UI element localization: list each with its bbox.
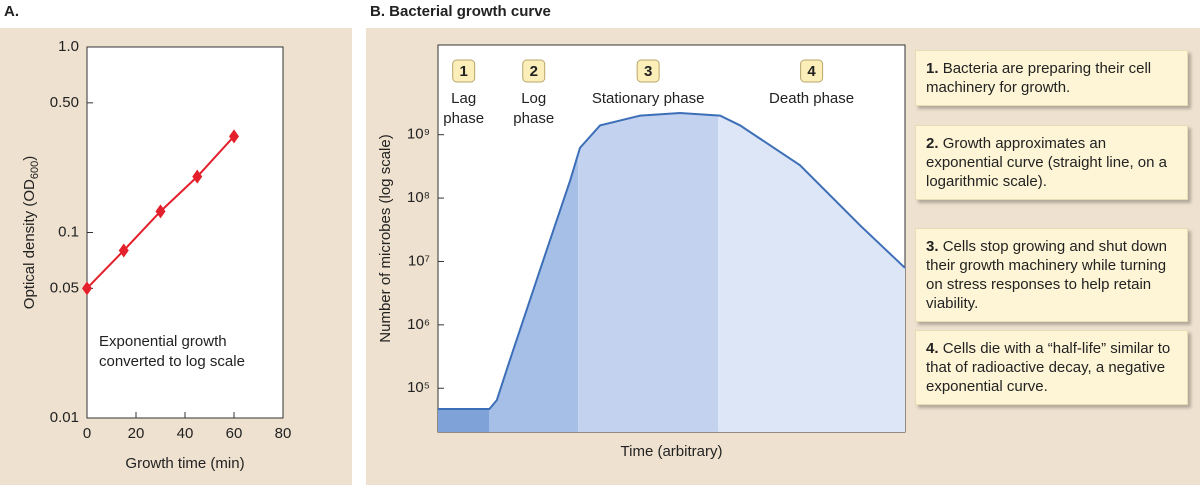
y-tick-label: 10⁸ [407, 189, 430, 206]
note-number: 4. [926, 340, 939, 357]
chart-title: B. Bacterial growth curve [370, 3, 551, 20]
note-text: Cells die with a “half-life” similar to … [926, 340, 1171, 395]
x-tick-label: 40 [177, 425, 194, 442]
phase-number: 3 [644, 63, 652, 80]
y-tick-label: 1.0 [58, 38, 79, 55]
x-tick-label: 80 [275, 425, 292, 442]
phase-label: Log [521, 90, 546, 107]
x-tick-label: 0 [83, 425, 91, 442]
phase-label: phase [513, 110, 554, 127]
x-tick-label: 20 [128, 425, 145, 442]
phase-number: 1 [460, 63, 468, 80]
annotation: Exponential growth [99, 333, 227, 350]
note-number: 1. [926, 60, 939, 77]
data-point [118, 243, 129, 258]
annotation: converted to log scale [99, 353, 245, 370]
phase-label: phase [443, 110, 484, 127]
phase-label: Death phase [769, 90, 854, 107]
phase-label: Lag [451, 90, 476, 107]
phase-label: Stationary phase [592, 90, 705, 107]
note-box: 3. Cells stop growing and shut down thei… [915, 228, 1188, 322]
note-number: 3. [926, 238, 939, 255]
y-tick-label: 0.50 [50, 94, 79, 111]
phase-area [578, 112, 719, 432]
x-axis-label: Time (arbitrary) [621, 443, 723, 460]
note-box: 1. Bacteria are preparing their cell mac… [915, 50, 1188, 106]
phase-badge [452, 59, 476, 83]
phase-area [718, 115, 905, 432]
data-point [82, 281, 92, 296]
y-axis-label-part: 600 [29, 161, 41, 179]
y-tick-label: 0.05 [50, 279, 79, 296]
x-axis-label: Growth time (min) [125, 455, 244, 472]
note-box: 4. Cells die with a “half-life” similar … [915, 330, 1188, 405]
data-point [192, 169, 203, 184]
note-text: Cells stop growing and shut down their g… [926, 238, 1167, 312]
y-tick-label: 10⁵ [407, 379, 430, 396]
y-tick-label: 10⁷ [408, 252, 430, 269]
plot-a [86, 46, 284, 419]
y-axis-label: Optical density (OD600) [21, 156, 41, 309]
phase-badge [636, 59, 660, 83]
phase-badge [522, 59, 546, 83]
y-tick-label: 0.1 [58, 223, 79, 240]
note-number: 2. [926, 135, 939, 152]
y-tick-label: 10⁶ [407, 316, 430, 333]
phase-badge [800, 59, 824, 83]
y-axis-label: Number of microbes (log scale) [377, 134, 394, 342]
y-tick-label: 10⁹ [407, 126, 430, 143]
y-axis-label-part: ) [21, 156, 38, 161]
y-tick-label: 0.01 [50, 409, 79, 426]
phase-number: 4 [807, 63, 816, 80]
chart-title: A. [4, 3, 19, 20]
note-text: Growth approximates an exponential curve… [926, 135, 1167, 190]
data-point [155, 204, 166, 219]
data-point [229, 129, 239, 144]
data-line [438, 111, 906, 411]
x-tick-label: 60 [226, 425, 243, 442]
note-text: Bacteria are preparing their cell machin… [926, 60, 1152, 96]
y-axis-label-part: Optical density (OD [21, 179, 38, 309]
phase-number: 2 [530, 63, 538, 80]
note-box: 2. Growth approximates an exponential cu… [915, 125, 1188, 200]
phase-area [438, 409, 490, 432]
